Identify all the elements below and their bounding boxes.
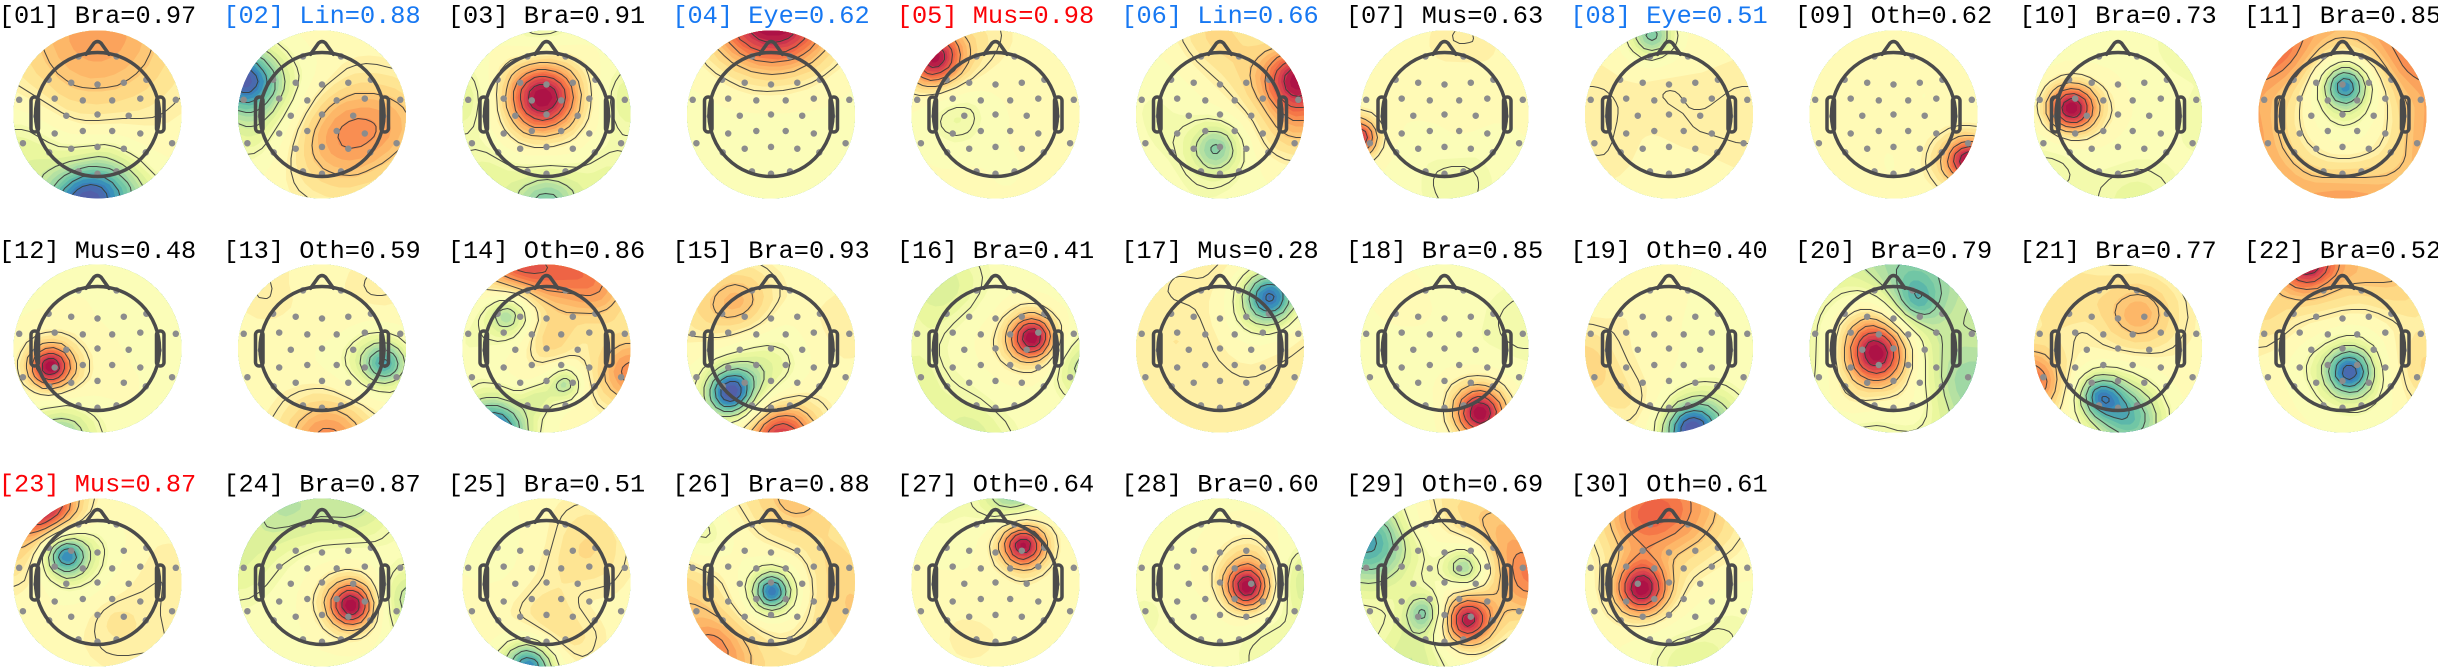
svg-text:[01] Bra=0.97: [01] Bra=0.97	[0, 2, 196, 31]
svg-text:[18] Bra=0.85: [18] Bra=0.85	[1346, 237, 1543, 266]
svg-text:[08] Eye=0.51: [08] Eye=0.51	[1570, 2, 1767, 31]
svg-text:[06] Lin=0.66: [06] Lin=0.66	[1121, 2, 1318, 31]
svg-text:[22] Bra=0.52: [22] Bra=0.52	[2244, 237, 2438, 266]
svg-text:[10] Bra=0.73: [10] Bra=0.73	[2019, 2, 2216, 31]
svg-text:[29] Oth=0.69: [29] Oth=0.69	[1346, 470, 1543, 499]
svg-text:[09] Oth=0.62: [09] Oth=0.62	[1795, 2, 1992, 31]
svg-text:[17] Mus=0.28: [17] Mus=0.28	[1121, 237, 1318, 266]
svg-text:[30] Oth=0.61: [30] Oth=0.61	[1570, 470, 1767, 499]
svg-text:[05] Mus=0.98: [05] Mus=0.98	[897, 2, 1094, 31]
svg-text:[02] Lin=0.88: [02] Lin=0.88	[223, 2, 420, 31]
svg-text:[12] Mus=0.48: [12] Mus=0.48	[0, 237, 196, 266]
svg-text:[23] Mus=0.87: [23] Mus=0.87	[0, 470, 196, 499]
svg-text:[27] Oth=0.64: [27] Oth=0.64	[897, 470, 1094, 499]
svg-text:[26] Bra=0.88: [26] Bra=0.88	[672, 470, 869, 499]
svg-text:[20] Bra=0.79: [20] Bra=0.79	[1795, 237, 1992, 266]
svg-text:[11] Bra=0.85: [11] Bra=0.85	[2244, 2, 2438, 31]
svg-text:[21] Bra=0.77: [21] Bra=0.77	[2019, 237, 2216, 266]
svg-text:[24] Bra=0.87: [24] Bra=0.87	[223, 470, 420, 499]
svg-text:[07] Mus=0.63: [07] Mus=0.63	[1346, 2, 1543, 31]
svg-text:[14] Oth=0.86: [14] Oth=0.86	[448, 237, 645, 266]
svg-text:[16] Bra=0.41: [16] Bra=0.41	[897, 237, 1094, 266]
svg-text:[19] Oth=0.40: [19] Oth=0.40	[1570, 237, 1767, 266]
svg-text:[04] Eye=0.62: [04] Eye=0.62	[672, 2, 869, 31]
svg-text:[15] Bra=0.93: [15] Bra=0.93	[672, 237, 869, 266]
svg-text:[28] Bra=0.60: [28] Bra=0.60	[1121, 470, 1318, 499]
svg-text:[03] Bra=0.91: [03] Bra=0.91	[448, 2, 645, 31]
svg-text:[13] Oth=0.59: [13] Oth=0.59	[223, 237, 420, 266]
svg-text:[25] Bra=0.51: [25] Bra=0.51	[448, 470, 645, 499]
